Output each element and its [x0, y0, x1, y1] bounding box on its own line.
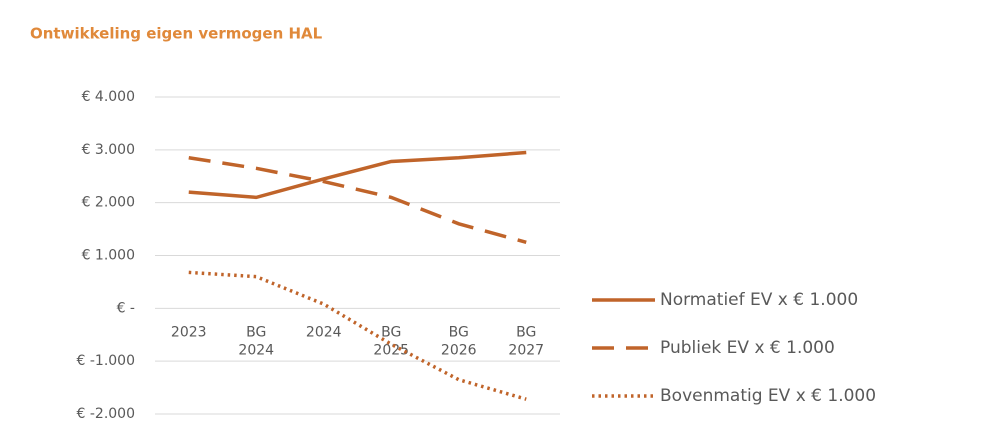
x-tick-label: 2024: [306, 324, 342, 340]
y-tick-label: € -1.000: [77, 353, 136, 369]
x-tick-label: BG 2027: [508, 324, 544, 358]
series-line: [188, 156, 527, 244]
legend-label: Normatief EV x € 1.000: [660, 290, 858, 310]
y-tick-label: € 4.000: [82, 89, 135, 105]
x-tick-label: 2023: [171, 324, 207, 340]
y-tick-label: € 1.000: [82, 248, 135, 264]
legend-label: Bovenmatig EV x € 1.000: [660, 386, 876, 406]
x-tick-label: BG 2026: [441, 324, 477, 358]
y-tick-label: € -: [117, 300, 135, 316]
legend-label: Publiek EV x € 1.000: [660, 338, 835, 358]
series-line: [188, 150, 527, 200]
series-line: [188, 270, 527, 401]
x-tick-label: BG 2024: [238, 324, 274, 358]
y-tick-label: € -2.000: [77, 406, 136, 422]
chart-title: Ontwikkeling eigen vermogen HAL: [30, 25, 323, 43]
y-tick-label: € 2.000: [82, 195, 135, 211]
y-tick-label: € 3.000: [82, 142, 135, 158]
x-tick-label: BG 2025: [373, 324, 409, 358]
